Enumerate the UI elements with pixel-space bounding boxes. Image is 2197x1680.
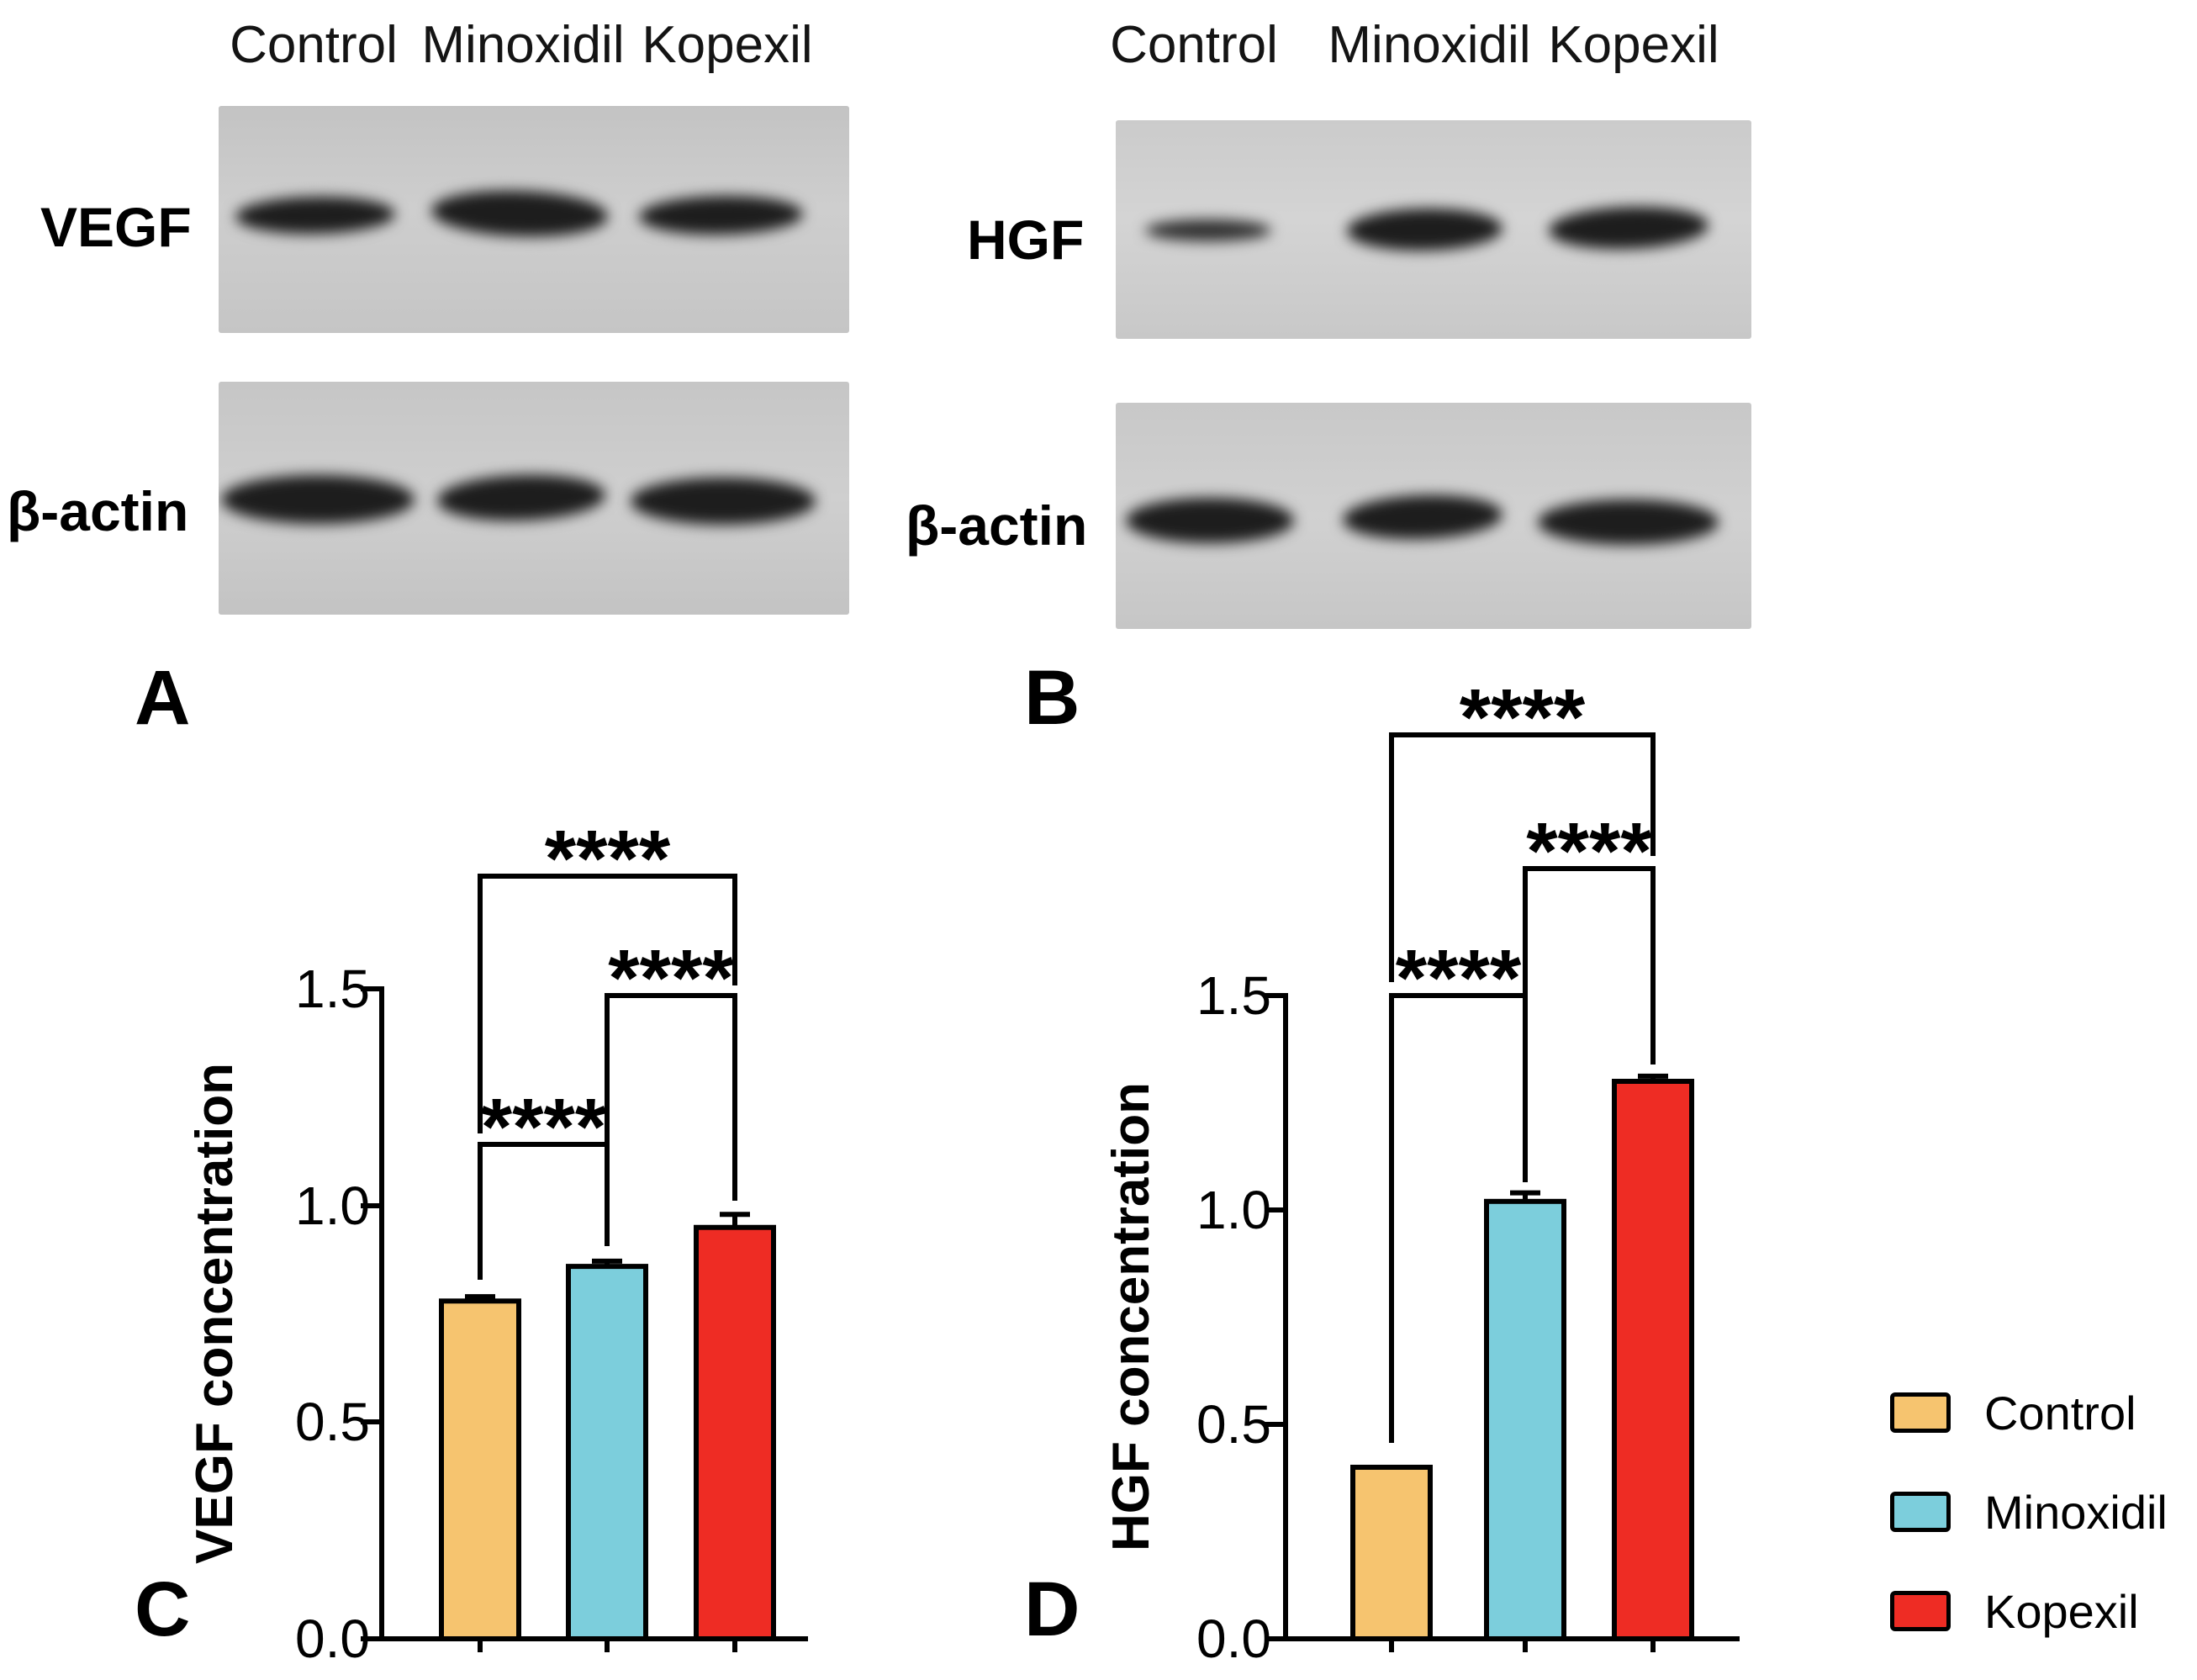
y-axis-title-vegf: VEGF concentration [186, 1063, 244, 1564]
legend-swatch-minoxidil [1890, 1492, 1951, 1532]
legend-label-minoxidil: Minoxidil [1984, 1485, 2168, 1539]
blot-row-label-hgf: HGF [967, 209, 1085, 271]
significance-bracket [478, 874, 737, 1133]
panel-a-lane-label-control: Control [230, 16, 398, 74]
significance-bracket [1523, 866, 1656, 1177]
blot-row-label-vegf: VEGF [40, 196, 192, 258]
y-tick-label: 0.5 [1196, 1394, 1271, 1455]
western-blot-beta-actin-a [219, 382, 849, 615]
blot-band [1126, 498, 1294, 543]
panel-a-lane-label-minoxidil: Minoxidil [421, 16, 625, 74]
significance-label: **** [1396, 933, 1522, 1023]
y-tick-label: 0.0 [295, 1609, 370, 1669]
significance-label: **** [608, 933, 734, 1023]
legend-label-kopexil: Kopexil [1984, 1584, 2139, 1638]
y-tick-label: 1.5 [1196, 965, 1271, 1026]
significance-label: **** [481, 1082, 607, 1172]
y-tick-label: 1.0 [295, 1175, 370, 1236]
y-tick-label: 0.0 [1196, 1609, 1271, 1669]
western-blot-vegf [219, 106, 849, 333]
blot-row-label-beta-actin-b: β-actin [906, 494, 1088, 557]
y-tick-label: 0.5 [295, 1392, 370, 1452]
panel-label-d: D [1024, 1566, 1080, 1652]
y-tick-label: 1.0 [1196, 1180, 1271, 1240]
legend: Control Minoxidil Kopexil [1890, 1384, 2168, 1640]
bar-chart-hgf: 0.0 0.5 1.0 1.5 HGF concentration ******… [1102, 673, 1740, 1669]
legend-item-control: Control [1890, 1384, 2168, 1441]
significance-bracket [605, 993, 737, 1243]
panel-label-c: C [135, 1566, 191, 1652]
blot-row-label-beta-actin-a: β-actin [7, 480, 189, 542]
bar-control [1350, 1465, 1433, 1641]
legend-swatch-control [1890, 1392, 1951, 1433]
significance-label: **** [545, 814, 671, 904]
blot-band [631, 478, 816, 525]
bar-minoxidil [566, 1264, 648, 1641]
western-blot-hgf [1116, 120, 1751, 339]
significance-label: **** [1460, 673, 1586, 763]
blot-band [1145, 219, 1271, 241]
significance-group: ************ [478, 814, 737, 1280]
panel-a-lane-label-kopexil: Kopexil [642, 16, 813, 74]
bar-chart-vegf: 0.0 0.5 1.0 1.5 VEGF concentration *****… [186, 814, 808, 1669]
legend-item-kopexil: Kopexil [1890, 1582, 2168, 1640]
y-axis-title-hgf: HGF concentration [1102, 1082, 1160, 1551]
bars-group [1350, 1073, 1694, 1652]
y-tick-label: 1.5 [295, 959, 370, 1019]
legend-swatch-kopexil [1890, 1591, 1951, 1631]
panel-b-lane-label-control: Control [1110, 16, 1278, 74]
significance-bracket [1389, 732, 1656, 982]
bars-group [439, 1212, 776, 1652]
panel-label-b: B [1024, 655, 1080, 741]
significance-group: ************ [1389, 673, 1656, 1443]
bar-kopexil [1612, 1079, 1694, 1641]
panel-b-lane-label-kopexil: Kopexil [1548, 16, 1719, 74]
legend-item-minoxidil: Minoxidil [1890, 1483, 2168, 1540]
bar-minoxidil [1484, 1198, 1566, 1642]
legend-label-control: Control [1984, 1386, 2136, 1440]
blot-band [1538, 499, 1719, 545]
panel-label-a: A [135, 655, 191, 741]
significance-label: **** [1526, 806, 1652, 896]
panel-b-lane-label-minoxidil: Minoxidil [1328, 16, 1531, 74]
blot-band [221, 475, 415, 524]
bar-control [439, 1298, 521, 1642]
bar-kopexil [694, 1224, 776, 1641]
western-blot-beta-actin-b [1116, 403, 1751, 629]
